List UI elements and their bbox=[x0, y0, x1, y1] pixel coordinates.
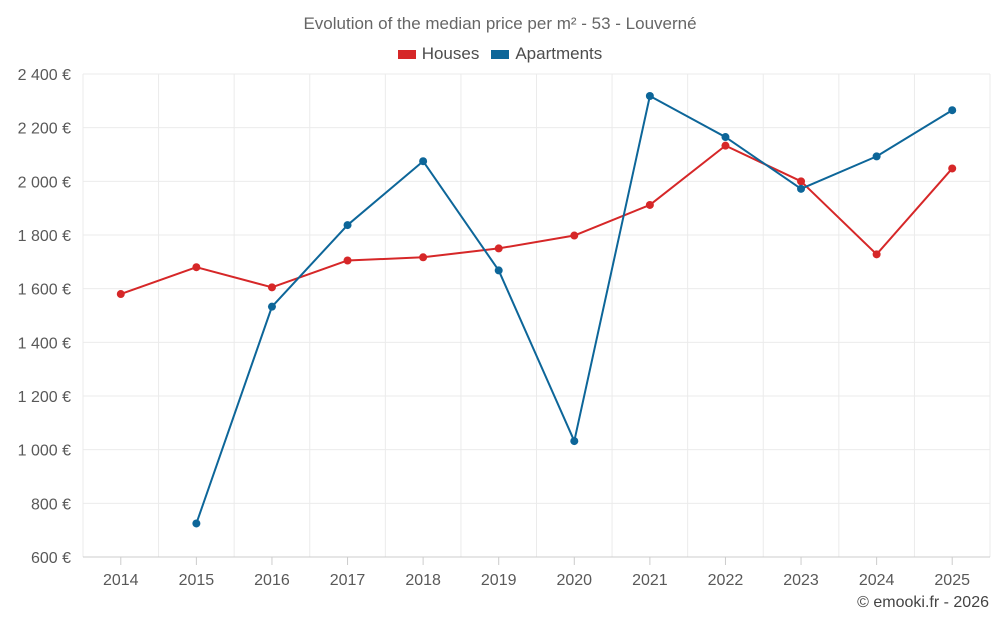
legend-item-apartments[interactable]: Apartments bbox=[491, 44, 602, 64]
data-point-apartments[interactable] bbox=[494, 266, 503, 275]
data-point-houses[interactable] bbox=[948, 164, 957, 173]
legend-label-apartments: Apartments bbox=[515, 44, 603, 63]
data-point-apartments[interactable] bbox=[570, 437, 579, 446]
chart-title: Evolution of the median price per m² - 5… bbox=[303, 14, 697, 33]
x-tick-label: 2021 bbox=[632, 572, 668, 589]
x-tick-label: 2017 bbox=[330, 572, 366, 589]
data-point-apartments[interactable] bbox=[267, 302, 276, 311]
y-tick-label: 1 800 € bbox=[18, 228, 71, 245]
x-tick-label: 2016 bbox=[254, 572, 290, 589]
data-point-houses[interactable] bbox=[570, 231, 579, 240]
y-tick-label: 2 400 € bbox=[18, 67, 71, 84]
data-point-houses[interactable] bbox=[192, 263, 201, 272]
data-point-apartments[interactable] bbox=[872, 152, 881, 161]
legend: Houses Apartments bbox=[0, 44, 1000, 64]
data-point-houses[interactable] bbox=[797, 177, 806, 186]
data-point-houses[interactable] bbox=[267, 283, 276, 292]
series-line-houses bbox=[120, 144, 953, 295]
x-tick-label: 2019 bbox=[481, 572, 517, 589]
data-point-houses[interactable] bbox=[419, 253, 428, 262]
x-tick-label: 2015 bbox=[179, 572, 215, 589]
legend-item-houses[interactable]: Houses bbox=[397, 44, 480, 64]
data-point-houses[interactable] bbox=[116, 290, 125, 299]
y-tick-label: 600 € bbox=[31, 550, 71, 567]
x-tick-label: 2025 bbox=[934, 572, 970, 589]
y-tick-label: 1 200 € bbox=[18, 389, 71, 406]
grid-layer bbox=[82, 73, 991, 557]
data-point-apartments[interactable] bbox=[797, 184, 806, 193]
x-tick-label: 2022 bbox=[708, 572, 744, 589]
legend-label-houses: Houses bbox=[421, 44, 480, 63]
series-layer bbox=[116, 92, 957, 528]
y-tick-label: 2 200 € bbox=[18, 121, 71, 138]
x-tick-label: 2023 bbox=[783, 572, 819, 589]
legend-swatch-houses bbox=[397, 49, 416, 59]
y-tick-label: 2 000 € bbox=[18, 174, 71, 191]
legend-swatch-apartments bbox=[491, 49, 510, 59]
data-point-houses[interactable] bbox=[645, 200, 654, 209]
data-point-apartments[interactable] bbox=[419, 157, 428, 166]
data-point-apartments[interactable] bbox=[192, 519, 201, 528]
axis-layer: 600 € 800 € 1 000 € 1 200 € 1 400 € 1 600 € 1 … bbox=[18, 67, 990, 589]
data-point-apartments[interactable] bbox=[948, 106, 957, 115]
data-point-houses[interactable] bbox=[872, 250, 881, 259]
x-tick-label: 2018 bbox=[405, 572, 441, 589]
data-point-houses[interactable] bbox=[721, 141, 730, 150]
x-tick-label: 2020 bbox=[556, 572, 592, 589]
data-point-houses[interactable] bbox=[494, 244, 503, 253]
y-tick-label: 1 000 € bbox=[18, 443, 71, 460]
data-point-apartments[interactable] bbox=[645, 92, 654, 101]
y-tick-label: 1 600 € bbox=[18, 282, 71, 299]
data-point-apartments[interactable] bbox=[343, 221, 352, 230]
credit-text: © emooki.fr - 2026 bbox=[857, 594, 989, 611]
data-point-apartments[interactable] bbox=[721, 133, 730, 142]
y-tick-label: 1 400 € bbox=[18, 335, 71, 352]
x-tick-label: 2014 bbox=[103, 572, 139, 589]
data-point-houses[interactable] bbox=[343, 256, 352, 265]
y-tick-label: 800 € bbox=[31, 496, 71, 513]
x-tick-label: 2024 bbox=[859, 572, 895, 589]
